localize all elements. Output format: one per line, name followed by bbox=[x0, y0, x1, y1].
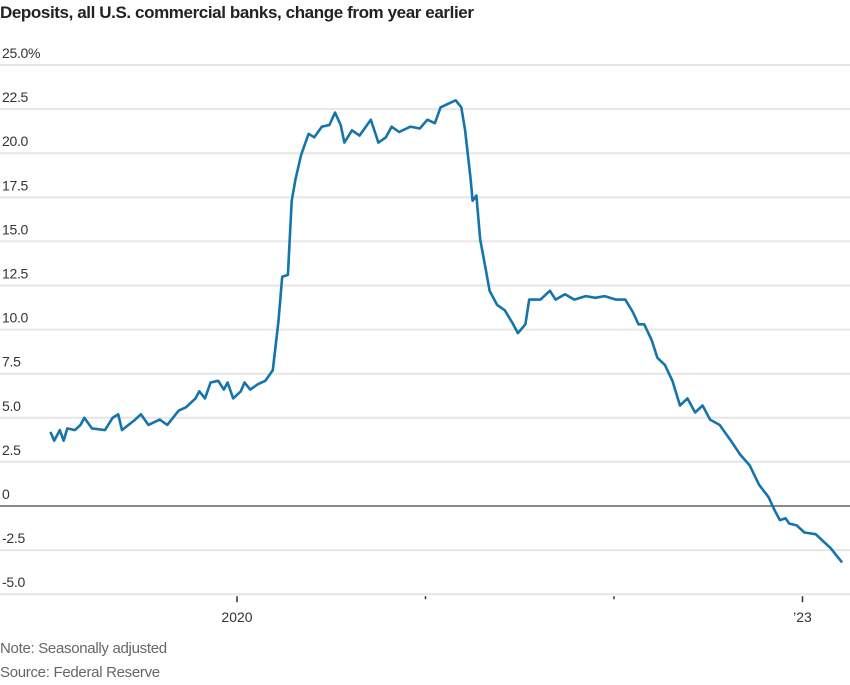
chart-source: Source: Federal Reserve bbox=[0, 664, 160, 681]
chart-title: Deposits, all U.S. commercial banks, cha… bbox=[0, 3, 474, 22]
y-axis: 25.0% 22.5 20.0 17.5 15.0 12.5 10.0 7.5 5.0 2.5 0 -… bbox=[2, 45, 41, 590]
gridlines bbox=[0, 64, 850, 596]
y-tick-label: 22.5 bbox=[2, 89, 29, 105]
y-tick-label: 5.0 bbox=[2, 398, 21, 414]
y-tick-label: 10.0 bbox=[2, 310, 29, 326]
y-tick-label: 17.5 bbox=[2, 177, 29, 193]
series bbox=[49, 99, 844, 564]
y-tick-label: 25.0% bbox=[2, 45, 40, 61]
y-tick-label: -5.0 bbox=[2, 574, 25, 590]
y-tick-label: 2.5 bbox=[2, 442, 21, 458]
y-tick-label: 0 bbox=[2, 486, 10, 502]
y-tick-label: 12.5 bbox=[2, 266, 29, 282]
y-tick-label: 7.5 bbox=[2, 354, 21, 370]
series-line bbox=[49, 99, 844, 564]
y-tick-label: -2.5 bbox=[2, 530, 25, 546]
chart-note: Note: Seasonally adjusted bbox=[0, 640, 167, 657]
x-axis: 2020 ’23 bbox=[221, 596, 812, 625]
y-tick-label: 15.0 bbox=[2, 221, 29, 237]
x-tick-label: ’23 bbox=[793, 609, 812, 625]
x-tick-label: 2020 bbox=[221, 609, 252, 625]
y-tick-label: 20.0 bbox=[2, 133, 29, 149]
